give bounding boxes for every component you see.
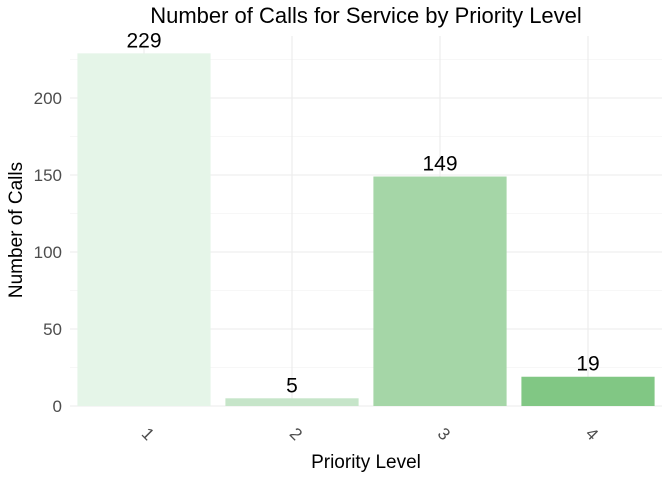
chart-title: Number of Calls for Service by Priority … (150, 3, 582, 28)
x-axis-title: Priority Level (311, 452, 421, 473)
data-label-priority-2: 5 (286, 374, 298, 397)
data-label-priority-1: 229 (126, 29, 161, 52)
y-tick-label: 100 (34, 243, 62, 262)
x-tick-label: 3 (434, 424, 454, 444)
y-tick-label: 50 (43, 320, 62, 339)
data-label-priority-3: 149 (422, 153, 457, 176)
y-tick-label: 200 (34, 89, 62, 108)
bar-priority-4 (521, 376, 655, 406)
data-label-priority-4: 19 (576, 353, 599, 376)
y-axis-ticks: 0 50 100 150 200 (34, 89, 62, 416)
x-tick-label: 2 (286, 424, 306, 444)
y-axis-title: Number of Calls (6, 162, 27, 298)
bars (77, 53, 655, 407)
data-labels: 229 5 149 19 (126, 29, 599, 397)
bar-priority-2 (225, 398, 359, 406)
y-tick-label: 0 (53, 397, 62, 416)
x-tick-label: 1 (138, 424, 158, 444)
bar-priority-3 (373, 176, 507, 406)
y-tick-label: 150 (34, 166, 62, 185)
x-axis-ticks: 1 2 3 4 (138, 424, 602, 444)
bar-priority-1 (77, 53, 211, 407)
x-tick-label: 4 (582, 424, 602, 444)
